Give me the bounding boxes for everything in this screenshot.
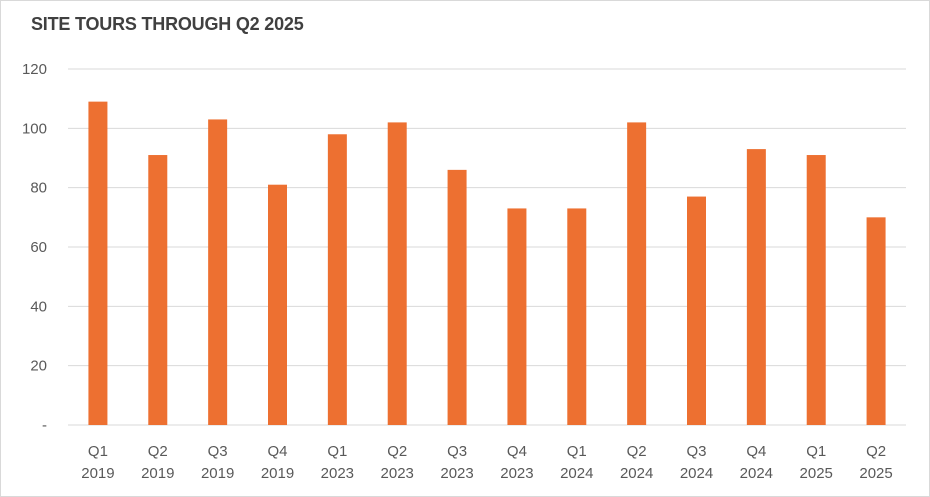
chart-title: SITE TOURS THROUGH Q2 2025 [31, 14, 304, 34]
x-tick-label-quarter: Q3 [447, 443, 467, 460]
x-tick-label-year: 2024 [620, 465, 653, 482]
bar [387, 122, 407, 426]
bar [148, 155, 168, 426]
y-tick-label: 60 [30, 239, 47, 256]
x-tick-label-quarter: Q1 [567, 443, 587, 460]
x-tick-label-quarter: Q4 [267, 443, 287, 460]
x-tick-label-year: 2025 [800, 465, 833, 482]
bar [507, 208, 527, 425]
bar [447, 169, 467, 425]
x-tick-label-year: 2023 [321, 465, 354, 482]
y-tick-label: 40 [30, 298, 47, 315]
x-tick-label-year: 2019 [141, 465, 174, 482]
x-tick-label-year: 2024 [680, 465, 713, 482]
bar [208, 119, 228, 425]
bar [268, 184, 287, 425]
x-tick-label-quarter: Q3 [208, 443, 228, 460]
x-tick-label-quarter: Q2 [866, 443, 886, 460]
x-tick-label-year: 2023 [500, 465, 533, 482]
bar [567, 208, 587, 425]
y-tick-label: 80 [30, 180, 47, 197]
y-tick-label: 100 [22, 120, 47, 137]
bar [327, 134, 347, 425]
bar [88, 101, 108, 425]
x-tick-label-quarter: Q4 [746, 443, 766, 460]
x-tick-label-quarter: Q2 [148, 443, 168, 460]
x-tick-label-quarter: Q1 [806, 443, 826, 460]
bar [627, 122, 647, 426]
x-tick-label-year: 2024 [560, 465, 593, 482]
bar [806, 155, 826, 426]
y-tick-label: - [42, 417, 47, 434]
bar [866, 217, 886, 425]
x-tick-label-quarter: Q2 [387, 443, 407, 460]
x-tick-label-quarter: Q2 [627, 443, 647, 460]
x-tick-label-year: 2023 [381, 465, 414, 482]
y-tick-label: 20 [30, 358, 47, 375]
x-tick-label-year: 2024 [740, 465, 773, 482]
x-tick-label-quarter: Q4 [507, 443, 527, 460]
x-tick-label-year: 2025 [859, 465, 892, 482]
x-tick-label-year: 2023 [440, 465, 473, 482]
y-tick-label: 120 [22, 61, 47, 78]
x-tick-label-quarter: Q1 [88, 443, 108, 460]
x-tick-label-year: 2019 [81, 465, 114, 482]
bar [687, 196, 706, 425]
x-tick-label-quarter: Q1 [327, 443, 347, 460]
bar [746, 149, 766, 425]
x-tick-label-year: 2019 [261, 465, 294, 482]
x-tick-label-quarter: Q3 [686, 443, 706, 460]
x-tick-label-year: 2019 [201, 465, 234, 482]
